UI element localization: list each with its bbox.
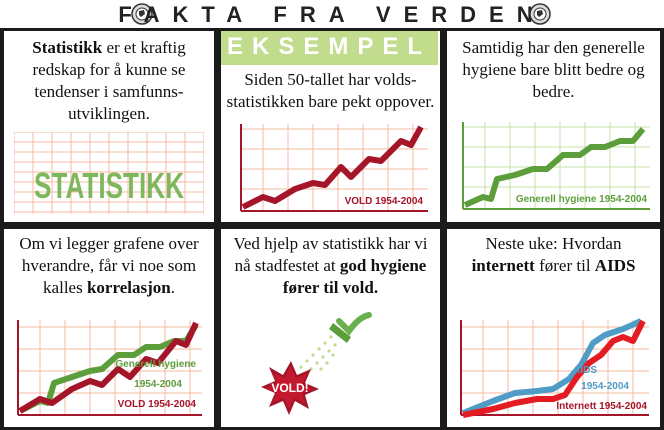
vold-chart: VOLD 1954-2004: [240, 124, 428, 212]
hygiene-line: [463, 127, 646, 208]
aids-line: [461, 318, 643, 416]
globe-icon-right: [529, 3, 551, 25]
korrelasjon-vold-line: [18, 321, 199, 414]
vold-burst-label: VOLD!: [271, 381, 308, 395]
panel-5-text: Ved hjelp av statistikk har vi nå stadfe…: [227, 233, 434, 299]
internett-label: Internett 1954-2004: [556, 401, 647, 412]
panel-6-text-1: Neste uke: Hvordan: [485, 234, 622, 253]
aids-label-2: 1954-2004: [581, 381, 629, 392]
eksempel-tag: EKSEMPEL: [221, 31, 438, 65]
panel-1-rest: er et kraftig redskap for å kunne se ten…: [32, 38, 186, 123]
vold-label: VOLD 1954-2004: [345, 196, 424, 207]
korrelasjon-hygiene-label-1: Generell hygiene: [115, 359, 196, 370]
eksempel-label: EKSEMPEL: [227, 33, 432, 60]
panel-4-text: Om vi legger grafene over hverandre, får…: [12, 233, 206, 299]
panel-5-text-main: Ved hjelp av statistikk har vi nå stadfe…: [233, 234, 428, 275]
panel-1-bold: Statistikk: [32, 38, 103, 57]
statistikk-word: STATISTIKK: [34, 165, 184, 206]
water-spray: [299, 335, 337, 371]
panel-6-bold-2: AIDS: [594, 256, 636, 275]
panel-6-bold-1: internett: [471, 256, 535, 275]
panel-hygiene: Samtidig har den generelle hygiene bare …: [447, 31, 660, 222]
korrelasjon-vold-label: VOLD 1954-2004: [118, 399, 197, 410]
panel-grid: Statistikk er et kraftig redskap for å k…: [0, 28, 664, 430]
globe-icon-left: [131, 3, 153, 25]
panel-5-bold: god hygiene fører til vold.: [282, 256, 427, 297]
aids-label-1: AIDS: [573, 365, 597, 376]
page-title: FAKTA FRA VERDEN: [118, 2, 546, 27]
panel-4-bold: korrelasjon: [86, 278, 171, 297]
panel-4-text-main: Om vi legger grafene over hverandre, får…: [19, 234, 199, 297]
vold-line: [241, 125, 424, 210]
shower-pipe: [336, 312, 372, 336]
panel-6-text-2: fører til: [534, 256, 595, 275]
panel-1-text: Statistikk er et kraftig redskap for å k…: [12, 37, 206, 125]
shower-graphic: VOLD!: [261, 312, 372, 415]
panel-hygiene-vold: Ved hjelp av statistikk har vi nå stadfe…: [221, 229, 440, 427]
panel-4-text-end: .: [170, 278, 175, 297]
shower-head-icon: [329, 323, 351, 343]
panel-6-text: Neste uke: Hvordan internett fører til A…: [455, 233, 652, 277]
internett-line: [462, 319, 646, 418]
hygiene-chart: Generell hygiene 1954-2004: [462, 122, 650, 210]
panel-korrelasjon: Om vi legger grafene over hverandre, får…: [4, 229, 214, 427]
panel-eksempel: EKSEMPEL Siden 50-tallet har volds-stati…: [221, 31, 440, 222]
panel-neste-uke: Neste uke: Hvordan internett fører til A…: [447, 229, 660, 427]
hygiene-label: Generell hygiene 1954-2004: [516, 194, 648, 205]
internett-aids-chart: AIDS 1954-2004 Internett 1954-2004: [460, 318, 649, 418]
panel-3-text: Samtidig har den generelle hygiene bare …: [462, 38, 645, 101]
title-bar: FAKTA FRA VERDEN: [0, 0, 664, 28]
statistikk-graphic: STATISTIKK: [14, 132, 204, 214]
panel-2-text: Siden 50-tallet har volds-statistikken b…: [226, 70, 435, 111]
korrelasjon-hygiene-label-2: 1954-2004: [134, 379, 182, 390]
korrelasjon-chart: Generell hygiene 1954-2004 VOLD 1954-200…: [17, 320, 202, 416]
panel-statistikk: Statistikk er et kraftig redskap for å k…: [4, 31, 214, 222]
